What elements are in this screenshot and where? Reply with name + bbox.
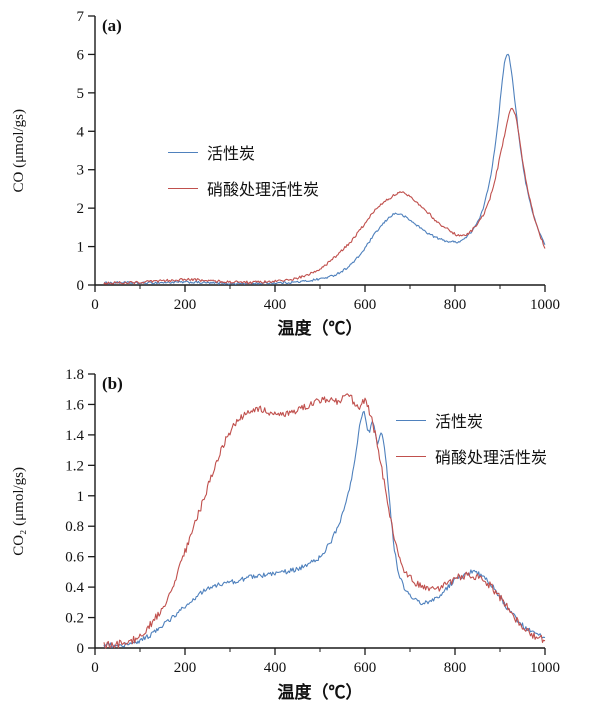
y-tick-label: 5 bbox=[77, 86, 85, 102]
y-tick-label: 1.4 bbox=[65, 428, 84, 444]
y-tick-label: 7 bbox=[77, 9, 85, 25]
y-tick-label: 6 bbox=[77, 47, 85, 63]
legend-entry-acid-treated-carbon: 硝酸处理活性炭 bbox=[168, 176, 319, 200]
co-y-axis-label: CO (μmol/gs) bbox=[4, 16, 34, 285]
co2-x-axis-label: 温度（℃） bbox=[277, 683, 363, 702]
y-tick-label: 0.8 bbox=[65, 519, 84, 535]
x-tick-label: 600 bbox=[354, 660, 377, 676]
legend-entry-activated-carbon: 活性炭 bbox=[396, 408, 547, 432]
x-tick-label: 400 bbox=[264, 660, 287, 676]
y-tick-label: 4 bbox=[77, 124, 85, 140]
legend-label: 活性炭 bbox=[207, 146, 256, 163]
legend-label: 硝酸处理活性炭 bbox=[207, 182, 320, 199]
x-tick-label: 200 bbox=[174, 660, 197, 676]
y-tick-label: 1 bbox=[77, 489, 85, 505]
x-tick-label: 800 bbox=[444, 660, 467, 676]
legend-label: 活性炭 bbox=[435, 414, 484, 431]
legend-entry-acid-treated-carbon: 硝酸处理活性炭 bbox=[396, 444, 547, 468]
co-y-axis-label-text: CO (μmol/gs) bbox=[10, 108, 27, 193]
y-tick-label: 3 bbox=[77, 163, 85, 179]
co2-legend: 活性炭 硝酸处理活性炭 bbox=[396, 408, 547, 468]
co-chart-panel: 0 200 400 600 800 1000 0 1 2 3 4 5 6 7 (a) CO (μmol/g… bbox=[0, 0, 600, 352]
x-tick-label: 0 bbox=[91, 660, 99, 676]
y-tick-label: 0.4 bbox=[65, 580, 84, 596]
y-tick-label: 1.2 bbox=[65, 458, 84, 474]
series-line bbox=[103, 410, 546, 649]
x-tick-label: 600 bbox=[354, 297, 377, 313]
series-line bbox=[103, 393, 546, 649]
y-tick-label: 0.6 bbox=[65, 550, 84, 566]
co-x-axis-label: 温度（℃） bbox=[277, 319, 363, 338]
y-tick-label: 0 bbox=[77, 278, 85, 294]
co2-plot: 0 200 400 600 800 1000 0 0.2 0.4 0.6 0.8 1 1.2 1.4 1.6… bbox=[65, 367, 560, 676]
series-line bbox=[103, 107, 546, 285]
x-tick-label: 1000 bbox=[530, 297, 560, 313]
co2-chart-panel: 0 200 400 600 800 1000 0 0.2 0.4 0.6 0.8 1 1.2 1.4 1.6… bbox=[0, 356, 600, 713]
x-tick-label: 0 bbox=[91, 297, 99, 313]
legend-line-swatch-red bbox=[396, 455, 426, 457]
legend-entry-activated-carbon: 活性炭 bbox=[168, 140, 319, 164]
y-tick-label: 0 bbox=[77, 641, 85, 657]
co2-y-axis-label-text: CO₂ (μmol/gs) bbox=[10, 466, 27, 556]
x-tick-label: 400 bbox=[264, 297, 287, 313]
x-tick-label: 800 bbox=[444, 297, 467, 313]
y-tick-label: 1.6 bbox=[65, 397, 84, 413]
co-plot: 0 200 400 600 800 1000 0 1 2 3 4 5 6 7 bbox=[77, 9, 561, 313]
y-tick-label: 2 bbox=[77, 201, 85, 217]
legend-line-swatch-blue bbox=[396, 419, 426, 421]
y-tick-label: 0.2 bbox=[65, 611, 84, 627]
x-tick-label: 200 bbox=[174, 297, 197, 313]
legend-line-swatch-blue bbox=[168, 151, 198, 153]
panel-label-a: (a) bbox=[102, 16, 122, 35]
legend-line-swatch-red bbox=[168, 187, 198, 189]
legend-label: 硝酸处理活性炭 bbox=[435, 450, 548, 467]
y-tick-label: 1.8 bbox=[65, 367, 84, 383]
co-legend: 活性炭 硝酸处理活性炭 bbox=[168, 140, 319, 200]
y-tick-label: 1 bbox=[77, 240, 85, 256]
panel-label-b: (b) bbox=[102, 374, 123, 393]
x-tick-label: 1000 bbox=[530, 660, 560, 676]
series-line bbox=[103, 53, 546, 286]
co2-y-axis-label: CO₂ (μmol/gs) bbox=[4, 374, 34, 648]
